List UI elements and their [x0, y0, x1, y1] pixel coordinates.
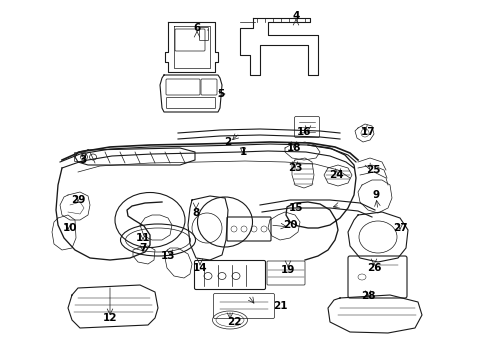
Text: 28: 28 [361, 291, 375, 301]
Text: 13: 13 [161, 251, 175, 261]
Text: 9: 9 [372, 190, 380, 200]
Text: 3: 3 [79, 155, 87, 165]
Text: 10: 10 [63, 223, 77, 233]
Text: 8: 8 [193, 208, 199, 218]
Text: 17: 17 [361, 127, 375, 137]
Text: 11: 11 [136, 233, 150, 243]
Text: 24: 24 [329, 170, 343, 180]
Text: 20: 20 [283, 220, 297, 230]
Text: 21: 21 [273, 301, 287, 311]
Text: 18: 18 [287, 143, 301, 153]
Text: 26: 26 [367, 263, 381, 273]
Text: 23: 23 [288, 163, 302, 173]
Text: 16: 16 [297, 127, 311, 137]
Text: 22: 22 [227, 317, 241, 327]
Text: 4: 4 [293, 11, 300, 21]
Text: 25: 25 [366, 165, 380, 175]
Text: 15: 15 [289, 203, 303, 213]
Text: 14: 14 [193, 263, 207, 273]
Text: 12: 12 [103, 313, 117, 323]
Text: 7: 7 [139, 243, 147, 253]
Text: 27: 27 [392, 223, 407, 233]
Text: 19: 19 [281, 265, 295, 275]
Text: 29: 29 [71, 195, 85, 205]
Text: 5: 5 [218, 89, 224, 99]
Text: 6: 6 [194, 23, 200, 33]
Text: 1: 1 [240, 147, 246, 157]
Text: 2: 2 [224, 137, 232, 147]
